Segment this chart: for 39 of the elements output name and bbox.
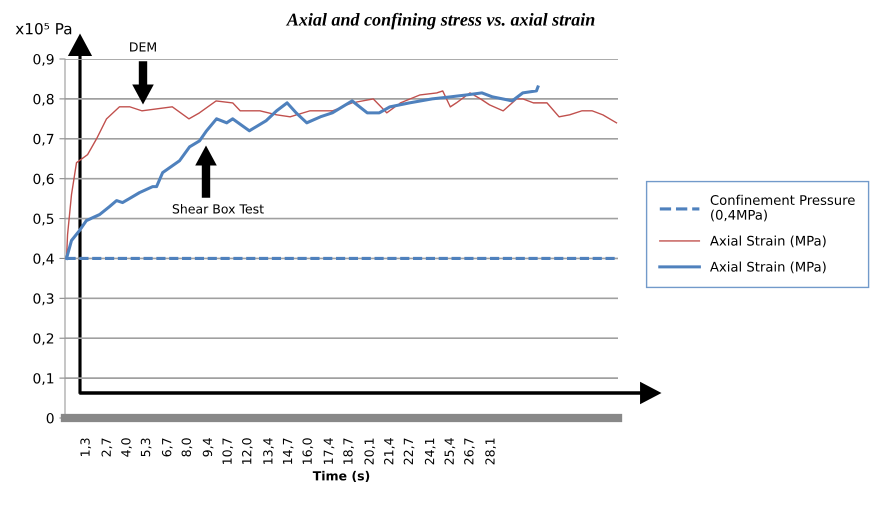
x-tick-label: 18,7 [343,438,354,464]
text: DEM [130,42,156,52]
legend-label: Confinement Pressure (0,4MPa) [710,194,855,222]
x-tick-label: 12,0 [242,438,253,464]
y-tick-label: 0,4 [33,253,54,266]
x-tick-label: 5,3 [140,438,152,456]
x-tick-label: 1,3 [80,438,92,456]
x-tick-label: 9,4 [202,438,214,457]
x-tick-label: 2,7 [101,438,112,456]
annotation: Shear Box Test [172,204,264,214]
x-tick-label: 14,7 [282,438,294,464]
x-tick-label: 20,1 [364,438,376,464]
y-tick-label: 0,7 [33,134,54,146]
y-tick-label: 0,6 [33,174,54,186]
y-axis-title: x10⁵ Pa [16,22,72,34]
x-tick-label: 16,0 [302,438,314,464]
x-tick-label: 6,7 [162,438,173,456]
y-tick-label: 0,1 [33,373,54,385]
x-tick-label: 28,1 [485,438,496,464]
x-tick-label: 26,7 [464,438,475,464]
y-tick-label: 0,5 [33,214,54,226]
x-tick-label: 17,4 [324,438,334,464]
x-tick-label: 21,4 [384,438,395,464]
chart-title: Axial and confining stress vs. axial strain [286,12,594,30]
y-tick-label: 0 [46,412,54,424]
x-tick-label: 25,4 [444,438,456,464]
x-tick-label: 13,4 [263,438,274,464]
legend-label: Axial Strain (MPa) [710,261,826,274]
legend-label: Axial Strain (MPa) [710,236,826,248]
x-tick-label: 10,7 [222,438,234,464]
y-tick-label: 0,2 [33,333,54,346]
y-tick-label: 0,3 [33,293,54,306]
x-tick-label: 24,1 [424,438,436,464]
y-tick-label: 0,9 [33,54,54,66]
x-tick-label: 22,7 [404,438,414,464]
x-axis-title: Time (s) [312,470,370,482]
x-tick-label: 4,0 [121,438,132,457]
y-tick-label: 0,8 [33,94,54,106]
x-tick-label: 8,0 [182,438,192,456]
